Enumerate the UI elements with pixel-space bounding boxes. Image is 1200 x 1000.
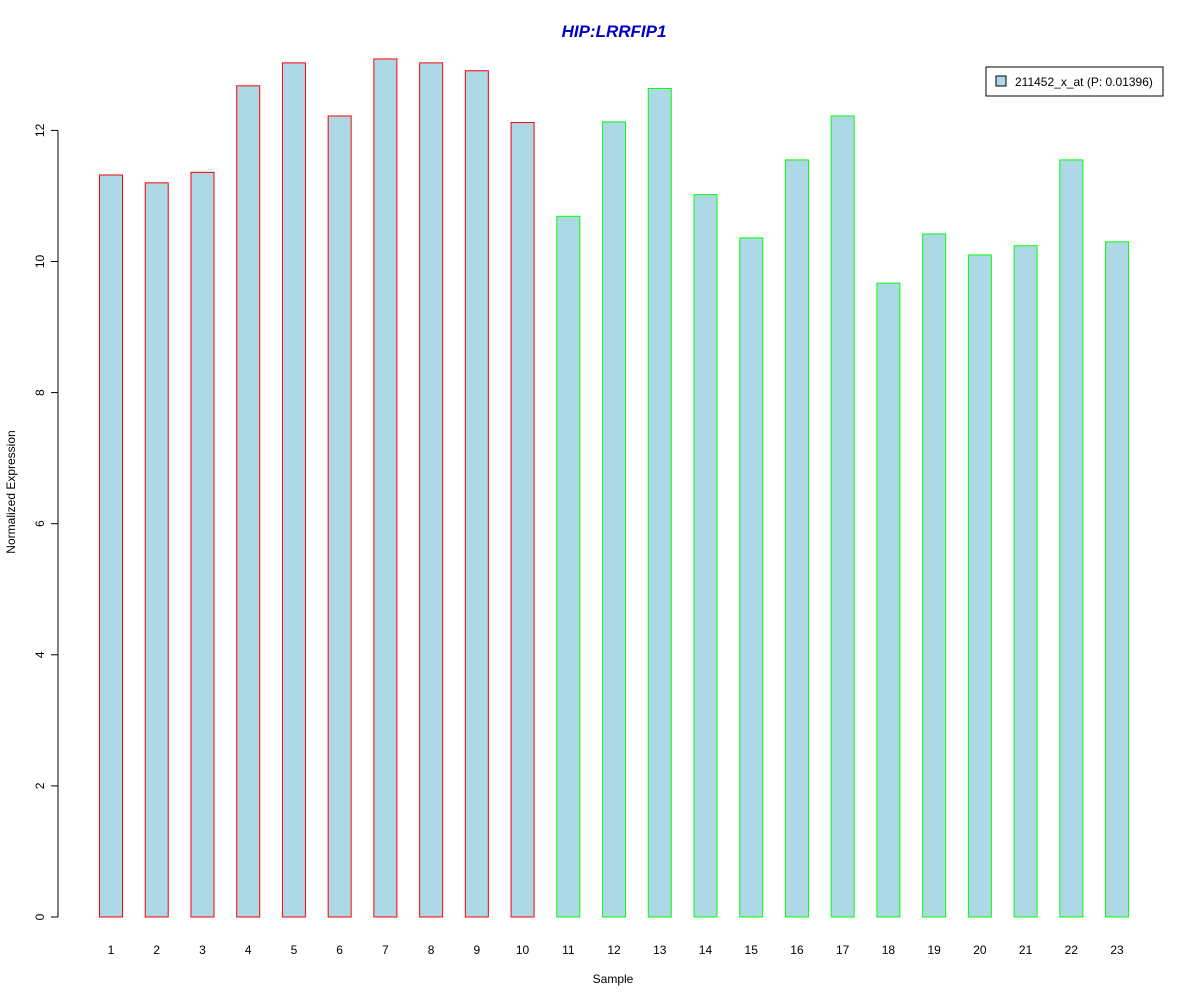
bar-4 xyxy=(236,85,261,918)
bar-6 xyxy=(327,115,352,918)
chart-title: HIP:LRRFIP1 xyxy=(562,22,667,41)
x-tick-label: 9 xyxy=(473,943,480,957)
x-tick-label: 13 xyxy=(653,943,667,957)
x-tick-label: 8 xyxy=(428,943,435,957)
y-tick-label: 2 xyxy=(33,782,47,789)
x-tick-label: 1 xyxy=(108,943,115,957)
x-tick-label: 11 xyxy=(562,943,575,957)
x-tick-label: 15 xyxy=(745,943,759,957)
y-axis-label: Normalized Expression xyxy=(4,430,18,553)
x-tick-label: 17 xyxy=(836,943,850,957)
y-axis: 0 2 4 6 8 10 12 xyxy=(33,123,59,920)
bar-16 xyxy=(784,159,809,918)
x-axis-tick-labels: 1 2 3 4 5 6 7 8 9 10 11 12 13 14 15 16 17 18 19 20 21 22 23 xyxy=(108,943,1124,957)
legend-swatch xyxy=(995,75,1007,87)
bar-22 xyxy=(1059,159,1084,918)
bar-23 xyxy=(1105,241,1130,918)
legend: 211452_x_at (P: 0.01396) xyxy=(985,66,1164,97)
x-tick-label: 10 xyxy=(516,943,530,957)
bar-12 xyxy=(602,121,627,918)
x-tick-label: 14 xyxy=(699,943,713,957)
y-tick-label: 4 xyxy=(33,651,47,658)
x-tick-label: 19 xyxy=(927,943,941,957)
x-tick-label: 18 xyxy=(882,943,896,957)
x-tick-label: 2 xyxy=(153,943,160,957)
bar-11 xyxy=(556,215,581,918)
x-tick-label: 5 xyxy=(291,943,298,957)
y-tick-label: 6 xyxy=(33,520,47,527)
y-tick-label: 0 xyxy=(33,913,47,920)
bar-3 xyxy=(190,171,215,918)
x-tick-label: 12 xyxy=(607,943,621,957)
bar-19 xyxy=(922,233,947,918)
bar-14 xyxy=(693,194,718,918)
y-tick-label: 12 xyxy=(33,123,47,137)
bar-8 xyxy=(419,62,444,918)
bar-15 xyxy=(739,237,764,918)
legend-box xyxy=(985,66,1164,97)
x-tick-label: 16 xyxy=(790,943,804,957)
x-tick-label: 22 xyxy=(1065,943,1079,957)
bar-1 xyxy=(99,174,123,918)
bar-7 xyxy=(373,58,398,918)
y-tick-label: 10 xyxy=(33,255,47,269)
x-tick-label: 21 xyxy=(1019,943,1033,957)
bar-9 xyxy=(464,70,489,918)
bar-17 xyxy=(830,115,855,918)
x-tick-label: 4 xyxy=(245,943,252,957)
bar-21 xyxy=(1013,245,1038,918)
y-tick-label: 8 xyxy=(33,389,47,396)
x-tick-label: 7 xyxy=(382,943,389,957)
bar-2 xyxy=(144,182,169,918)
bar-10 xyxy=(510,122,535,918)
legend-entry: 211452_x_at (P: 0.01396) xyxy=(1015,75,1153,89)
bar-5 xyxy=(281,62,306,918)
bars xyxy=(99,58,1130,918)
x-axis-label: Sample xyxy=(593,972,634,986)
bar-13 xyxy=(647,87,672,918)
x-tick-label: 20 xyxy=(973,943,987,957)
x-tick-label: 23 xyxy=(1110,943,1124,957)
bar-18 xyxy=(876,282,901,918)
x-tick-label: 6 xyxy=(336,943,343,957)
x-tick-label: 3 xyxy=(199,943,206,957)
bar-20 xyxy=(967,254,992,918)
